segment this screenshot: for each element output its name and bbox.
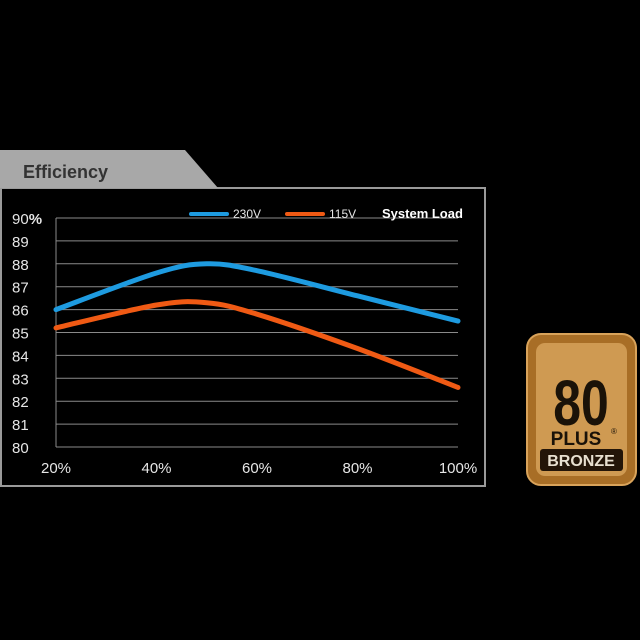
badge-inner-panel [536, 343, 627, 476]
x-tick-label: 100% [439, 460, 477, 477]
y-tick-label: 85 [12, 326, 29, 343]
series-line-230V [53, 261, 461, 324]
chart-title: Efficiency [23, 162, 108, 182]
x-tick-label: 40% [141, 460, 171, 477]
efficiency-chart-panel: Efficiency 90% 89 88 87 86 85 84 83 82 81 80 20% 40%… [0, 150, 487, 488]
legend-label-230V: 230V [233, 207, 261, 221]
y-tick-label: 83 [12, 371, 29, 388]
80-plus-bronze-badge: 80 PLUS ® BRONZE [526, 333, 637, 486]
y-tick-label: 86 [12, 303, 29, 320]
y-tick-label: 80 [12, 440, 29, 457]
chart-frame [0, 187, 486, 487]
y-tick-label: 87 [12, 280, 29, 297]
efficiency-chart: Efficiency 90% 89 88 87 86 85 84 83 82 81 80 20% 40%… [0, 150, 486, 487]
legend-label-115V: 115V [329, 207, 356, 221]
badge-number: 80 [553, 368, 609, 439]
x-tick-label: 20% [41, 460, 71, 477]
legend: 230V 115V System Load [189, 206, 463, 221]
legend-title: System Load [382, 206, 463, 221]
y-tick-label: 88 [12, 257, 29, 274]
y-tick-label: 89 [12, 234, 29, 251]
x-tick-label: 60% [242, 460, 272, 477]
y-tick-label: 81 [12, 417, 29, 434]
title-tab [0, 150, 218, 188]
y-tick-label: 90% [12, 211, 42, 228]
x-tick-label: 80% [342, 460, 372, 477]
y-tick-label: 84 [12, 348, 29, 365]
series-line-115V [53, 299, 461, 390]
grid-lines [55, 217, 458, 448]
axis-labels: 90% 89 88 87 86 85 84 83 82 81 80 20% 40% 60% 80% 100% [12, 211, 477, 477]
y-tick-label: 82 [12, 394, 29, 411]
series-lines [53, 261, 461, 390]
badge-level-plate [540, 449, 623, 471]
badge-level: BRONZE [547, 453, 615, 470]
badge-trademark: ® [611, 427, 617, 436]
badge-brand: PLUS [551, 429, 602, 450]
